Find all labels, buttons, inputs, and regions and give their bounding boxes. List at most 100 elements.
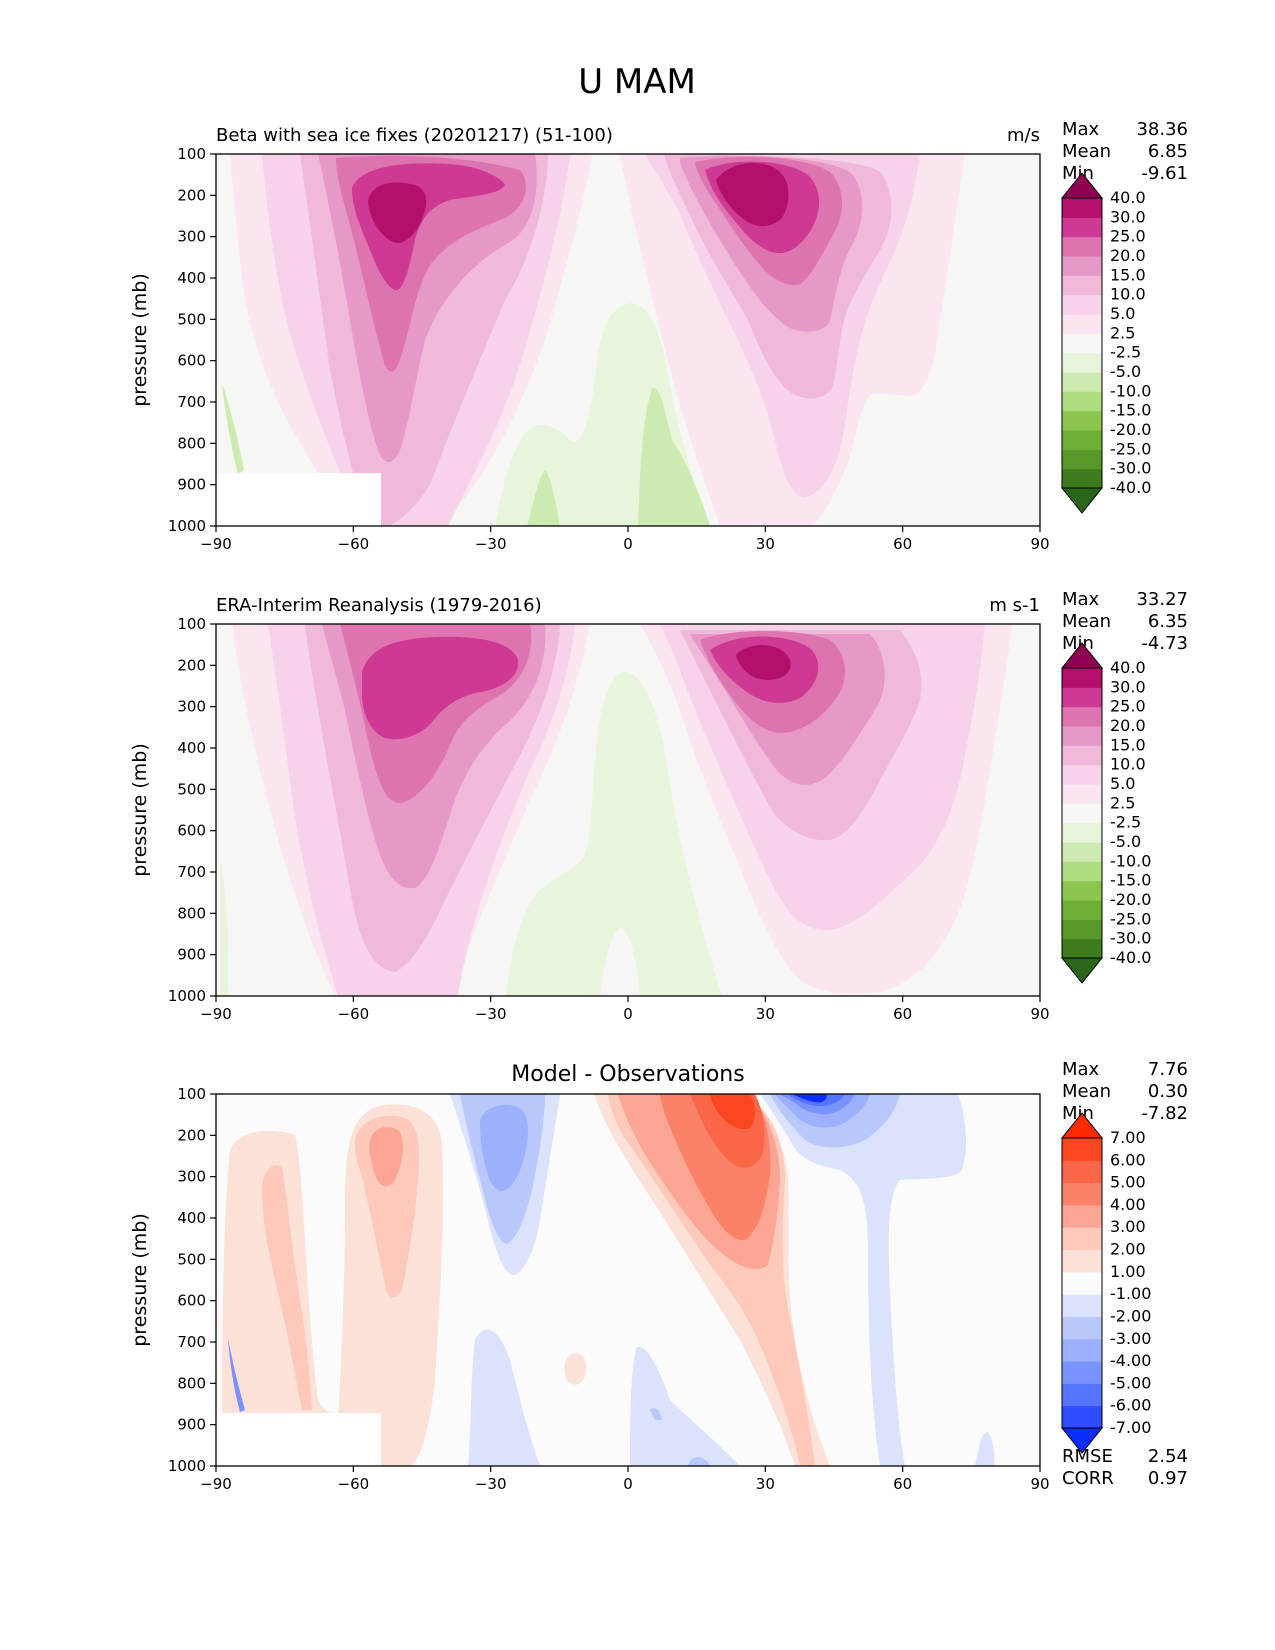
colorbar-segment bbox=[1062, 861, 1102, 882]
stats-obs: Max 33.27 Mean 6.35 Min -4.73 bbox=[1062, 589, 1188, 654]
colorbar-segment bbox=[1062, 1227, 1102, 1251]
stat-mean-label: Mean bbox=[1062, 1081, 1111, 1102]
y-axis-diff: 100 200 300 400 500 600 700 800 900 1000 bbox=[168, 1085, 216, 1475]
stat-max-value: 33.27 bbox=[1136, 589, 1188, 610]
colorbar-tick-label: -5.0 bbox=[1110, 832, 1141, 851]
contour-field-diff bbox=[216, 1094, 1040, 1466]
contour-tropics-weak bbox=[600, 928, 640, 996]
colorbar-segment bbox=[1062, 784, 1102, 804]
y-tick-label: 100 bbox=[177, 1085, 206, 1103]
colorbar-tick-label: 2.5 bbox=[1110, 793, 1135, 812]
y-axis-label-diff: pressure (mb) bbox=[129, 1213, 151, 1347]
colorbar-tick-label: -15.0 bbox=[1110, 401, 1151, 420]
stat-mean-value: 0.30 bbox=[1148, 1081, 1188, 1102]
colorbar-segment bbox=[1062, 333, 1102, 354]
colorbar-segment bbox=[1062, 938, 1102, 959]
y-tick-label: 300 bbox=[177, 1168, 206, 1186]
contour-south-35 bbox=[368, 182, 427, 244]
colorbar-tick-label: -20.0 bbox=[1110, 890, 1151, 909]
colorbar-segment bbox=[1062, 919, 1102, 940]
x-tick-label: 30 bbox=[756, 1475, 775, 1493]
colorbar-tick-label: -25.0 bbox=[1110, 439, 1151, 458]
colorbar-diff: -7.00 -6.00 -5.00 -4.00 -3.00 -2.00 -1.00 1.00 2… bbox=[1060, 1112, 1151, 1454]
colorbar-model: -40.0-30.0-25.0-20.0-15.0-10.0-5.0-2.52.… bbox=[1060, 172, 1151, 514]
colorbar-tick-label: 1.00 bbox=[1110, 1262, 1146, 1281]
y-tick-label: 600 bbox=[177, 1292, 206, 1310]
masked-terrain bbox=[216, 473, 381, 526]
y-tick-label: 900 bbox=[177, 1416, 206, 1434]
colorbar-segment bbox=[1062, 803, 1102, 824]
x-tick-label: −90 bbox=[200, 1475, 232, 1493]
y-tick-label: 500 bbox=[177, 780, 206, 798]
colorbar-segment bbox=[1062, 236, 1102, 257]
colorbar-tick-label: 2.00 bbox=[1110, 1240, 1146, 1259]
colorbar-frame bbox=[1061, 667, 1103, 959]
y-tick-label: 400 bbox=[177, 1209, 206, 1227]
colorbar-tick-label: 40.0 bbox=[1110, 658, 1146, 677]
panel-difference: Model - Observations bbox=[129, 1059, 1188, 1493]
colorbar-frame bbox=[1061, 197, 1103, 489]
x-tick-label: 30 bbox=[756, 535, 775, 553]
stat-max-label: Max bbox=[1062, 1059, 1100, 1080]
stat-mean-label: Mean bbox=[1062, 141, 1111, 162]
x-tick-label: −30 bbox=[475, 1475, 507, 1493]
stat-mean-value: 6.35 bbox=[1148, 611, 1188, 632]
colorbar-segment bbox=[1062, 449, 1102, 470]
panel-units-model: m/s bbox=[1007, 125, 1040, 146]
colorbar-segment bbox=[1062, 880, 1102, 901]
stats-model: Max 38.36 Mean 6.85 Min -9.61 bbox=[1062, 119, 1188, 184]
stat-max-value: 38.36 bbox=[1136, 119, 1188, 140]
colorbar-segment bbox=[1062, 198, 1102, 218]
stat-mean-value: 6.85 bbox=[1148, 141, 1188, 162]
rmse-label: RMSE bbox=[1062, 1446, 1113, 1467]
colorbar-tick-label: -2.5 bbox=[1110, 813, 1141, 832]
colorbar-segment bbox=[1062, 1160, 1102, 1184]
colorbar-segment bbox=[1062, 687, 1102, 708]
colorbar-tick-label: 5.00 bbox=[1110, 1173, 1146, 1192]
stat-min-value: -9.61 bbox=[1141, 163, 1188, 184]
x-tick-label: −30 bbox=[475, 535, 507, 553]
colorbar-tick-label: -5.00 bbox=[1110, 1373, 1151, 1392]
contour-antarctic-neg bbox=[222, 383, 244, 475]
x-tick-label: −60 bbox=[338, 535, 370, 553]
colorbar-extend-low bbox=[1060, 957, 1104, 984]
colorbar-segment bbox=[1062, 726, 1102, 746]
colorbar-tick-label: -10.0 bbox=[1110, 851, 1151, 870]
colorbar-tick-label: -20.0 bbox=[1110, 420, 1151, 439]
colorbar-segment bbox=[1062, 1405, 1102, 1429]
panel-title-model: Beta with sea ice fixes (20201217) (51-1… bbox=[216, 125, 613, 146]
contour-north-35 bbox=[736, 644, 791, 680]
contour-tropics-neg-strong bbox=[527, 470, 560, 526]
y-tick-label: 700 bbox=[177, 1333, 206, 1351]
stat-min-value: -7.82 bbox=[1141, 1103, 1188, 1124]
x-tick-label: 90 bbox=[1030, 1475, 1049, 1493]
y-tick-label: 600 bbox=[177, 822, 206, 840]
colorbar-tick-label: -40.0 bbox=[1110, 478, 1151, 497]
y-axis-model: 100 200 300 400 500 600 700 800 900 1000 bbox=[168, 145, 216, 535]
y-tick-label: 700 bbox=[177, 863, 206, 881]
colorbar-tick-label: 10.0 bbox=[1110, 285, 1146, 304]
y-axis-obs: 100 200 300 400 500 600 700 800 900 1000 bbox=[168, 615, 216, 1005]
colorbar-segment bbox=[1062, 256, 1102, 276]
metrics-diff: RMSE 2.54 CORR 0.97 bbox=[1062, 1446, 1188, 1489]
x-tick-label: −60 bbox=[338, 1475, 370, 1493]
panel-title-diff: Model - Observations bbox=[511, 1062, 744, 1087]
masked-terrain bbox=[216, 1413, 381, 1466]
y-tick-label: 300 bbox=[177, 228, 206, 246]
colorbar-tick-label: 40.0 bbox=[1110, 188, 1146, 207]
colorbar-tick-label: 25.0 bbox=[1110, 697, 1146, 716]
contour-antarctic bbox=[220, 858, 229, 996]
colorbar-segment bbox=[1062, 745, 1102, 766]
colorbar-segment bbox=[1062, 1383, 1102, 1407]
y-tick-label: 1000 bbox=[168, 1457, 206, 1475]
colorbar-segment bbox=[1062, 1361, 1102, 1384]
panel-units-obs: m s-1 bbox=[989, 595, 1040, 616]
colorbar-tick-label: 20.0 bbox=[1110, 716, 1146, 735]
y-tick-label: 100 bbox=[177, 615, 206, 633]
colorbar-segment bbox=[1062, 468, 1102, 489]
contour-field-model bbox=[216, 154, 1040, 526]
diff-neg-sh-low bbox=[468, 1329, 540, 1466]
colorbar-tick-label: -4.00 bbox=[1110, 1351, 1151, 1370]
panel-title-obs: ERA-Interim Reanalysis (1979-2016) bbox=[216, 595, 542, 616]
